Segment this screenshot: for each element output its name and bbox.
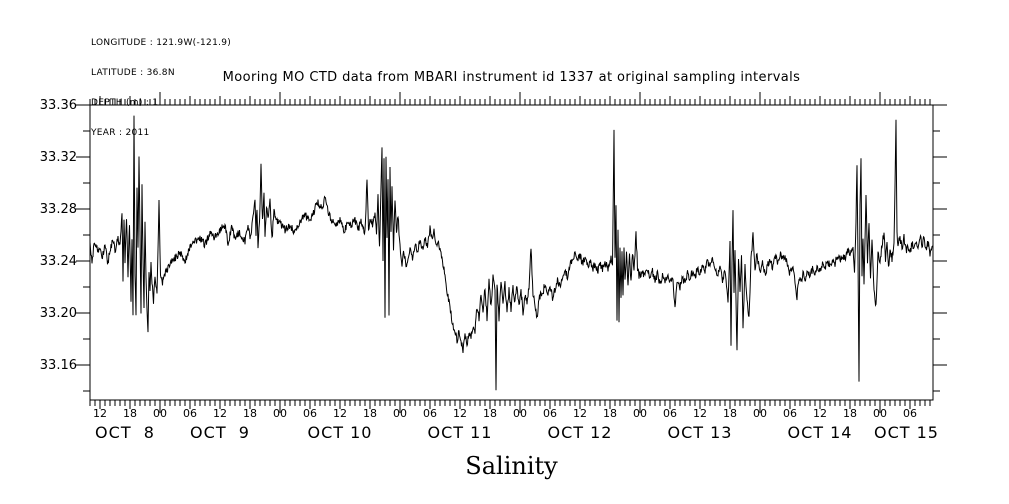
salinity-trace [89,115,934,391]
metadata-latitude: LATITUDE : 36.8N [91,68,175,78]
x-axis-hour-label: 06 [783,407,797,420]
x-axis-date-label: OCT 14 [788,423,853,442]
chart-title: Mooring MO CTD data from MBARI instrumen… [222,70,801,85]
x-axis-hour-label: 06 [903,407,917,420]
x-axis-hour-label: 06 [183,407,197,420]
x-axis-hour-label: 12 [813,407,827,420]
x-axis-hour-label: 18 [603,407,617,420]
x-axis-hour-label: 12 [213,407,227,420]
x-axis-hour-label: 06 [303,407,317,420]
x-axis-hour-label: 00 [153,407,167,420]
x-axis-date-label: OCT 15 [874,423,939,442]
y-axis-tick-label: 33.36 [40,98,77,113]
plot-frame [89,104,934,401]
y-axis-tick-label: 33.24 [40,254,77,269]
x-axis-hour-label: 00 [393,407,407,420]
x-axis-hour-label: 18 [363,407,377,420]
y-axis-tick-label: 33.32 [40,150,77,165]
x-axis-hour-labels: 12 18 00 06 12 18 00 06 12 18 00 06 12 18 00 06 12 18 00 06… [93,407,917,420]
metadata-year: YEAR : 2011 [91,128,150,138]
x-axis-hour-label: 00 [873,407,887,420]
x-axis-ticks [89,92,931,413]
y-axis-tick-label: 33.20 [40,306,77,321]
x-axis-date-label: OCT 12 [548,423,613,442]
x-axis-date-label: OCT 13 [668,423,733,442]
x-axis-hour-label: 18 [123,407,137,420]
x-axis-hour-label: 12 [333,407,347,420]
x-axis-hour-label: 06 [543,407,557,420]
x-axis-hour-label: 12 [693,407,707,420]
y-axis-labels: 33.36 33.32 33.28 33.24 33.20 33.16 [40,98,77,373]
x-axis-hour-label: 18 [723,407,737,420]
x-axis-hour-label: 06 [663,407,677,420]
y-axis-tick-label: 33.28 [40,202,77,217]
x-axis-hour-label: 12 [453,407,467,420]
salinity-data-line [89,115,934,391]
x-axis-date-label: OCT 9 [190,423,250,442]
x-axis-hour-label: 00 [513,407,527,420]
x-axis-date-label: OCT 11 [428,423,493,442]
x-axis-hour-label: 12 [573,407,587,420]
x-axis-hour-label: 18 [483,407,497,420]
metadata-longitude: LONGITUDE : 121.9W(-121.9) [91,38,232,48]
y-axis-ticks [76,104,947,392]
x-axis-hour-label: 18 [843,407,857,420]
y-axis-tick-label: 33.16 [40,358,77,373]
bottom-axis-title: Salinity [465,452,558,480]
x-axis-hour-label: 00 [633,407,647,420]
x-axis-date-label: OCT 10 [308,423,373,442]
x-axis-date-labels: OCT 8 OCT 9 OCT 10 OCT 11 OCT 12 OCT 13 OCT 14… [95,423,939,442]
x-axis-hour-label: 06 [423,407,437,420]
x-axis-hour-label: 12 [93,407,107,420]
x-axis-hour-label: 00 [273,407,287,420]
x-axis-date-label: OCT 8 [95,423,155,442]
x-axis-hour-label: 18 [243,407,257,420]
x-axis-hour-label: 00 [753,407,767,420]
